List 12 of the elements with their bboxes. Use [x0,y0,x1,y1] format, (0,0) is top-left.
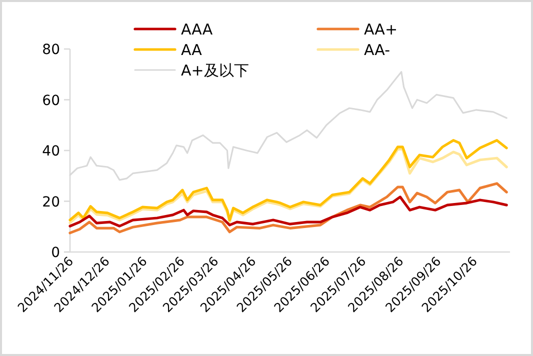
y-tick-label: 60 [42,92,60,109]
line-series [68,182,508,234]
y-tick-label: 80 [42,42,60,58]
legend-label: AA- [364,41,390,59]
legend-label: AA+ [364,20,398,38]
y-tick-label: 0 [51,245,60,261]
legend-label: AAA [181,20,214,38]
y-tick-label: 40 [42,144,60,160]
y-tick-label: 20 [42,194,60,210]
legend-label: A+及以下 [181,62,249,80]
legend-label: AA [181,41,203,59]
line-series [68,196,508,228]
